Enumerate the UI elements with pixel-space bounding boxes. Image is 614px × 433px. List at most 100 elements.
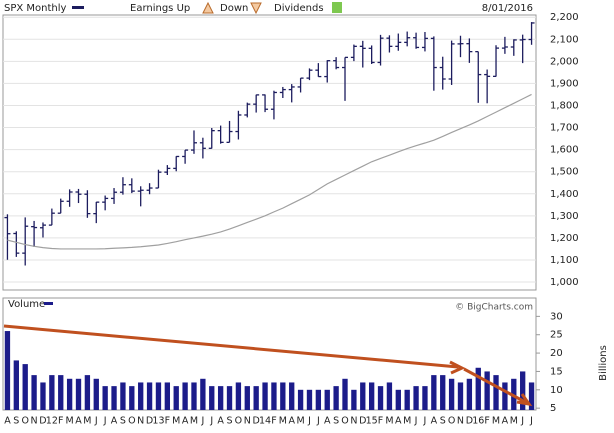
x-tick-label: 13 xyxy=(152,416,164,427)
x-tick-label: 12 xyxy=(46,416,58,427)
y-tick-label: 2,200 xyxy=(550,12,579,23)
trend-arrows xyxy=(3,324,533,407)
x-tick-label: J xyxy=(520,416,524,427)
volume-bar xyxy=(502,382,508,410)
x-tick-label: M xyxy=(403,416,411,427)
y-tick-label: 1,800 xyxy=(550,100,579,111)
volume-bar xyxy=(173,386,179,410)
x-tick-label: O xyxy=(341,416,348,427)
volume-bar xyxy=(342,378,348,410)
x-tick-label: N xyxy=(137,416,144,427)
x-tick-label: M xyxy=(510,416,518,427)
y-tick-label: 1,700 xyxy=(550,123,579,134)
volume-bar xyxy=(377,386,384,410)
x-tick-label: M xyxy=(83,416,91,427)
y-tick-label: 2,000 xyxy=(550,56,579,67)
volume-bar xyxy=(404,389,410,410)
x-tick-label: S xyxy=(227,416,233,427)
x-tick-label: D xyxy=(39,416,46,427)
x-tick-label: J xyxy=(200,416,204,427)
volume-bar xyxy=(315,389,322,410)
x-tick-label: A xyxy=(324,416,331,427)
x-tick-label: M xyxy=(190,416,198,427)
volume-bar xyxy=(324,389,330,410)
title-swatch xyxy=(72,6,84,9)
volume-bar xyxy=(40,382,46,410)
volume-bar xyxy=(226,386,233,410)
volume-bar xyxy=(93,378,99,410)
arrow-head xyxy=(449,360,466,375)
x-tick-label: A xyxy=(111,416,118,427)
volume-bar xyxy=(289,382,295,410)
x-tick-label: J xyxy=(423,416,427,427)
y-tick-label: 1,400 xyxy=(550,189,579,200)
volume-bar xyxy=(431,375,437,410)
x-tick-label: A xyxy=(431,416,438,427)
volume-bar xyxy=(386,382,393,410)
price-panel xyxy=(2,14,537,291)
moving-average xyxy=(7,93,532,250)
volume-bar xyxy=(395,389,401,410)
x-tick-label: F xyxy=(271,416,276,427)
volume-bar xyxy=(235,382,242,410)
x-tick-label: S xyxy=(120,416,126,427)
x-tick-label: J xyxy=(414,416,418,427)
volume-tick-label: 5 xyxy=(550,403,556,414)
x-tick-label: M xyxy=(492,416,500,427)
x-tick-label: O xyxy=(235,416,242,427)
volume-bar xyxy=(368,382,375,410)
x-tick-label: M xyxy=(296,416,304,427)
x-tick-label: 16 xyxy=(472,416,484,427)
x-tick-label: F xyxy=(378,416,383,427)
trend-line xyxy=(463,367,528,405)
x-tick-label: M xyxy=(66,416,74,427)
volume-bar xyxy=(253,386,259,410)
x-tick-label: F xyxy=(484,416,489,427)
legend-down: Down xyxy=(220,3,248,14)
volume-bar xyxy=(457,382,464,410)
trend-line xyxy=(3,324,459,369)
volume-bar xyxy=(102,386,108,410)
x-tick-label: A xyxy=(182,416,189,427)
x-tick-label: A xyxy=(217,416,224,427)
x-tick-label: O xyxy=(448,416,455,427)
x-tick-label: F xyxy=(58,416,63,427)
volume-bar xyxy=(138,382,144,410)
x-tick-label: 14 xyxy=(259,416,271,427)
volume-bar xyxy=(244,386,250,410)
x-tick-label: O xyxy=(128,416,135,427)
volume-bar xyxy=(280,382,286,410)
volume-tick-label: 30 xyxy=(550,311,563,322)
y-tick-label: 1,100 xyxy=(550,255,579,266)
x-tick-label: M xyxy=(172,416,180,427)
volume-bar xyxy=(262,382,268,410)
volume-bar xyxy=(528,382,535,410)
volume-bar xyxy=(191,382,197,410)
volume-bar xyxy=(22,364,28,410)
volume-bar xyxy=(111,386,117,410)
volume-bar xyxy=(58,375,64,410)
x-tick-label: M xyxy=(385,416,393,427)
volume-tick-label: 20 xyxy=(550,348,563,359)
legend-earnings-up: Earnings Up xyxy=(130,3,190,14)
y-tick-label: 1,600 xyxy=(550,145,579,156)
x-tick-label: A xyxy=(395,416,402,427)
volume-bar xyxy=(493,375,499,410)
volume-bar xyxy=(84,375,91,410)
volume-axis-label: Billions xyxy=(598,345,609,381)
volume-bar xyxy=(271,382,277,410)
x-tick-label: N xyxy=(244,416,251,427)
x-tick-label: F xyxy=(165,416,170,427)
volume-tick-label: 10 xyxy=(550,385,563,396)
x-tick-label: J xyxy=(209,416,213,427)
volume-bar xyxy=(164,382,171,410)
volume-bar xyxy=(333,386,339,410)
x-tick-label: N xyxy=(350,416,357,427)
volume-panel xyxy=(2,297,537,411)
volume-bar xyxy=(448,378,455,410)
volume-bar xyxy=(155,382,162,410)
volume-bar xyxy=(75,378,82,410)
x-tick-label: D xyxy=(359,416,366,427)
x-tick-label: A xyxy=(502,416,509,427)
